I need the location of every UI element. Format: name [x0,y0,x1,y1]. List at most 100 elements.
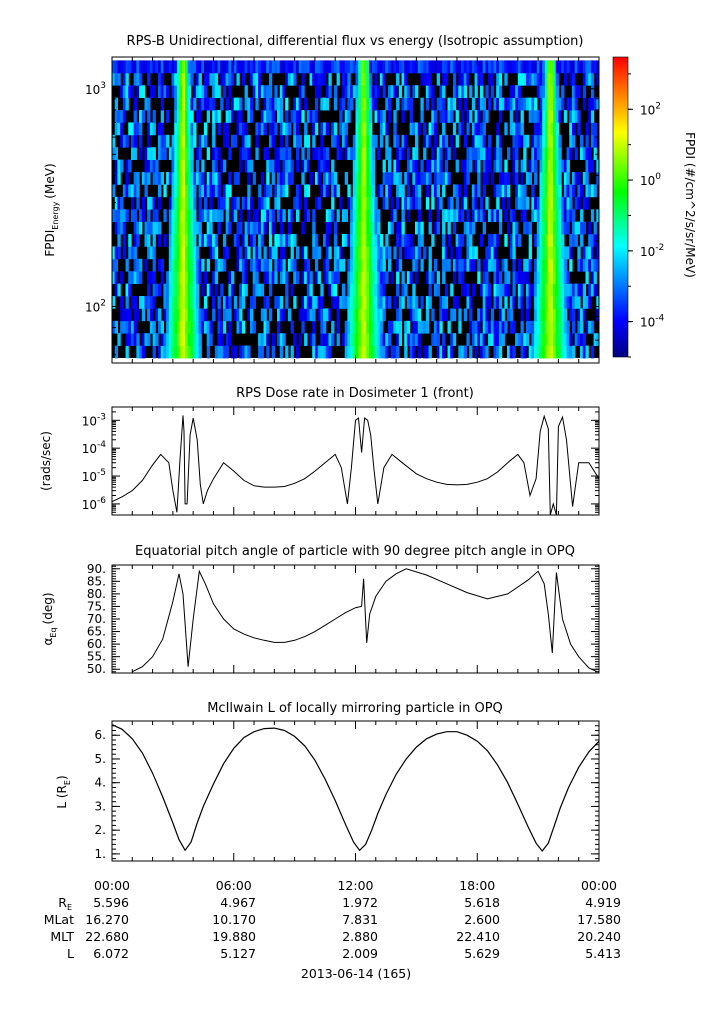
spectrogram-cell [544,147,549,161]
y-tick-exponent: 2 [100,298,106,308]
spectrogram-cell [182,110,186,123]
spectrogram-cell [515,184,519,198]
spectrogram-cell [515,97,519,111]
spectrogram-cell [404,134,408,148]
spectrogram-cell [341,258,346,272]
spectrogram-cell [228,333,232,346]
spectrogram-cell [201,85,205,99]
ephemeris-row-label: RE [58,895,72,912]
spectrogram-cell [417,333,422,346]
spectrogram-cell [585,172,589,185]
spectrogram-cell [371,209,376,223]
spectrogram-cell [133,221,137,235]
spectrogram-cell [139,345,143,359]
spectrogram-cell [176,345,181,359]
spectrogram-cell [463,308,468,322]
spectrogram-cell [258,258,262,272]
spectrogram-cell [187,221,192,235]
spectrogram-cell [452,271,457,284]
spectrogram-cell [385,147,389,161]
spectrogram-cell [528,172,532,185]
spectrogram-cell [125,159,129,173]
spectrogram-cell [582,308,587,322]
spectrogram-cell [531,209,535,223]
spectrogram-cell [553,60,557,74]
spectrogram-cell [463,72,468,86]
spectrogram-cell [496,85,500,99]
mcilwain-l-series-line [112,724,599,852]
spectrogram-cell [515,333,519,346]
spectrogram-cell [309,308,313,322]
spectrogram-cell [233,97,238,111]
spectrogram-cell [225,184,229,198]
spectrogram-cell [214,85,219,99]
spectrogram-cell [590,97,595,111]
spectrogram-cell [117,172,121,185]
spectrogram-cell [133,295,137,309]
spectrogram-cell [163,308,167,322]
spectrogram-cell [298,196,302,210]
spectrogram-cell [203,72,208,86]
spectrogram-cell [179,234,183,247]
spectrogram-cell [301,221,305,235]
spectrogram-cell [282,308,286,322]
spectrogram-cell [185,234,189,247]
spectrogram-cell [498,159,503,173]
spectrogram-cell [247,308,251,322]
spectrogram-cell [187,196,192,210]
spectrogram-cell [588,110,592,123]
spectrogram-cell [147,172,151,185]
y-tick-label: 90. [87,562,106,576]
spectrogram-cell [166,283,170,297]
spectrogram-cell [377,271,381,284]
spectrogram-cell [306,147,311,161]
spectrogram-cell [369,258,373,272]
y-tick-base: 10 [82,470,97,484]
spectrogram-cell [544,134,549,148]
spectrogram-cell [236,258,240,272]
spectrogram-cell [512,295,516,309]
spectrogram-cell [323,147,327,161]
spectrogram-cell [569,333,573,346]
spectrogram-cell [374,209,378,223]
spectrogram-cell [279,308,284,322]
spectrogram-cell [290,110,294,123]
spectrogram-cell [279,234,284,247]
spectrogram-cell [498,271,503,284]
spectrogram-cell [393,345,397,359]
spectrogram-cell [377,308,381,322]
spectrogram-cell [520,196,524,210]
spectrogram-cell [144,221,148,235]
spectrogram-cell [125,209,129,223]
spectrogram-cell [263,295,267,309]
spectrogram-cell [501,333,505,346]
spectrogram-cell [531,159,535,173]
spectrogram-cell [333,246,338,260]
spectrogram-cell [398,221,403,235]
spectrogram-cell [436,172,440,185]
spectrogram-cell [550,122,554,136]
spectrogram-cell [520,271,524,284]
spectrogram-cell [455,234,459,247]
spectrogram-cell [542,134,546,148]
spectrogram-cell [212,308,216,322]
spectrogram-cell [420,72,424,86]
spectrogram-cell [517,271,522,284]
spectrogram-cell [160,258,165,272]
spectrogram-cell [282,159,286,173]
spectrogram-cell [274,271,278,284]
spectrogram-cell [555,172,560,185]
spectrogram-cell [263,147,267,161]
spectrogram-cell [520,184,524,198]
ephemeris-row-l: L 6.072 5.127 2.009 5.629 5.413 [67,946,621,961]
spectrogram-cell [285,295,289,309]
spectrogram-cell [433,159,438,173]
spectrogram-cell [239,246,243,260]
spectrogram-cell [507,196,511,210]
spectrogram-cell [520,122,524,136]
spectrogram-cell [293,110,297,123]
spectrogram-cell [496,97,500,111]
spectrogram-cell [542,60,546,74]
spectrogram-cell [553,234,557,247]
spectrogram-cell [520,60,524,74]
